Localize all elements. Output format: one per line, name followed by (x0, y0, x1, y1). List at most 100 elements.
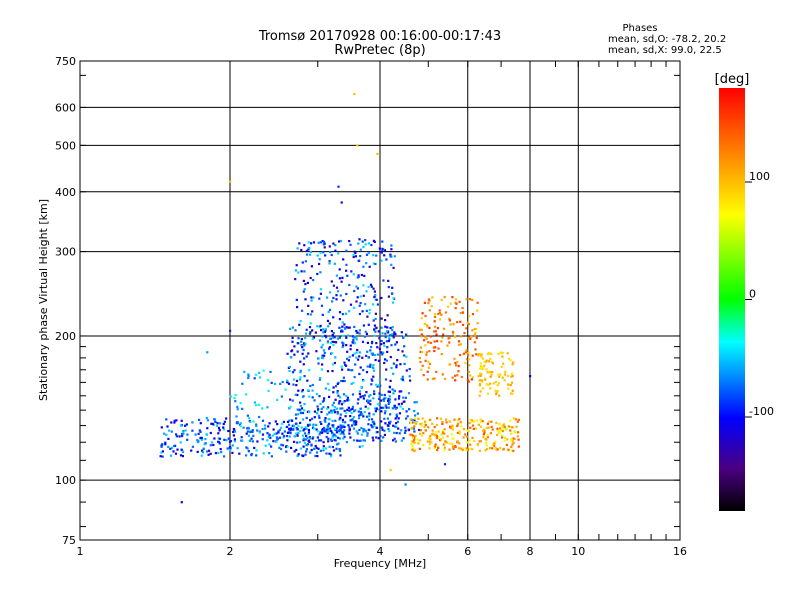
data-point (179, 441, 182, 444)
data-point (517, 431, 520, 434)
data-point (506, 352, 509, 355)
data-point (478, 384, 481, 387)
data-point (388, 338, 391, 341)
data-point (264, 444, 267, 447)
data-point (170, 430, 173, 433)
data-point (296, 454, 299, 457)
data-point (297, 424, 300, 427)
data-point (327, 440, 330, 443)
data-point (301, 352, 304, 355)
data-point (459, 335, 462, 338)
data-point (313, 399, 316, 402)
data-point (360, 433, 364, 436)
data-point (335, 274, 338, 277)
data-point (258, 371, 261, 374)
data-point (469, 426, 472, 429)
data-point (320, 304, 324, 307)
data-point (478, 353, 481, 356)
data-point (255, 454, 258, 457)
data-point (340, 403, 343, 406)
data-point (209, 444, 212, 447)
data-point (500, 365, 503, 368)
data-point (517, 418, 520, 421)
data-point (468, 315, 471, 318)
data-point (267, 425, 270, 428)
data-point (299, 421, 302, 424)
data-point (452, 323, 455, 326)
data-point (457, 365, 460, 368)
data-point (302, 445, 305, 448)
data-point (490, 352, 493, 355)
data-point (326, 341, 329, 344)
data-point (353, 342, 356, 345)
data-point (338, 437, 341, 440)
data-point (229, 180, 232, 183)
data-point (338, 311, 342, 314)
data-point (509, 384, 512, 387)
data-point (467, 323, 470, 326)
data-point (376, 152, 379, 155)
data-point (465, 327, 468, 330)
data-point (249, 431, 252, 434)
data-point (246, 447, 249, 450)
data-point (352, 381, 355, 384)
data-point (331, 436, 334, 439)
data-point (343, 400, 346, 403)
data-point (305, 355, 308, 358)
data-point (506, 438, 509, 441)
data-point (436, 417, 439, 420)
data-point (398, 390, 401, 393)
data-point (340, 330, 343, 333)
y-axis-label: Stationary phase Virtual Height [km] (37, 199, 50, 401)
data-point (509, 425, 512, 429)
data-point (181, 455, 184, 458)
data-point (175, 433, 178, 436)
data-point (463, 332, 466, 335)
data-point (416, 412, 419, 415)
data-point (317, 357, 320, 360)
data-point (301, 344, 304, 347)
data-point (485, 444, 488, 447)
data-point (335, 341, 338, 344)
data-point (444, 311, 448, 314)
data-point (179, 454, 183, 457)
data-point (266, 432, 269, 435)
data-point (325, 336, 328, 339)
data-point (394, 407, 397, 410)
data-point (398, 395, 401, 398)
data-point (239, 402, 242, 405)
data-point (330, 351, 334, 355)
data-point (315, 446, 318, 449)
data-point (299, 429, 302, 433)
data-point (374, 410, 377, 413)
data-point (372, 413, 375, 416)
data-point (461, 306, 464, 310)
data-point (480, 421, 483, 424)
data-point (357, 358, 360, 361)
data-point (326, 431, 329, 435)
data-point (307, 431, 311, 434)
data-point (207, 453, 210, 456)
data-point (359, 439, 362, 442)
data-point (441, 431, 445, 434)
data-point (389, 469, 392, 472)
data-point (340, 280, 343, 283)
data-point (367, 252, 370, 255)
data-point (297, 342, 300, 345)
data-point (395, 431, 398, 435)
data-point (405, 410, 408, 413)
data-point (300, 426, 303, 429)
data-point (329, 410, 332, 413)
data-point (382, 406, 385, 409)
data-point (405, 417, 408, 420)
data-point (442, 429, 445, 432)
data-point (304, 426, 307, 429)
data-point (377, 359, 381, 362)
data-point (372, 287, 375, 290)
data-point (484, 449, 487, 452)
data-point (367, 323, 370, 326)
data-point (331, 411, 334, 414)
data-point (286, 352, 289, 355)
data-point (370, 243, 373, 247)
data-point (207, 449, 211, 452)
